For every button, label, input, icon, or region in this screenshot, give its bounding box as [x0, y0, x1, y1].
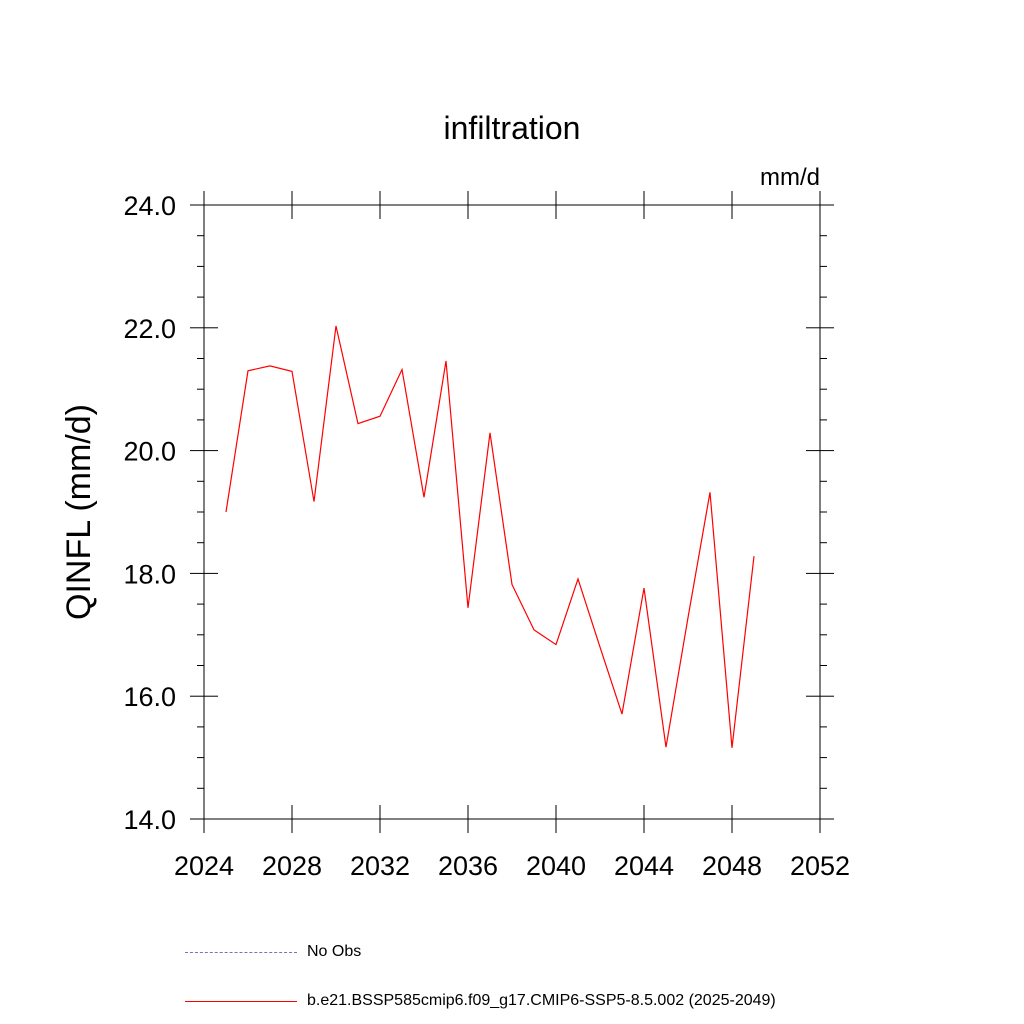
x-tick-label: 2032: [350, 851, 410, 881]
x-tick-label: 2028: [262, 851, 322, 881]
legend-entry-no-obs: No Obs: [185, 941, 885, 965]
x-tick-label: 2040: [526, 851, 586, 881]
x-tick-label: 2044: [614, 851, 674, 881]
legend-dashed-line-swatch: [185, 952, 297, 953]
y-tick-label: 18.0: [123, 559, 176, 589]
units-label: mm/d: [760, 164, 820, 191]
legend-label-model-run: b.e21.BSSP585cmip6.f09_g17.CMIP6-SSP5-8.…: [307, 992, 776, 1009]
axis-tick-labels: 2024 2028 2032 2036 2040 2044 2048 2052 14.0 16.0…: [123, 191, 850, 881]
legend-solid-line-swatch: [185, 1001, 297, 1002]
x-tick-label: 2024: [174, 851, 234, 881]
y-axis-label: QINFL (mm/d): [60, 404, 98, 620]
y-tick-label: 24.0: [123, 191, 176, 221]
x-tick-label: 2036: [438, 851, 498, 881]
plot-frame: [203, 204, 821, 820]
y-tick-label: 22.0: [123, 314, 176, 344]
x-tick-label: 2048: [702, 851, 762, 881]
legend-entry-model-run: b.e21.BSSP585cmip6.f09_g17.CMIP6-SSP5-8.…: [185, 990, 885, 1014]
x-tick-label: 2052: [790, 851, 850, 881]
y-tick-label: 20.0: [123, 437, 176, 467]
series-line: [225, 325, 755, 748]
legend-label-no-obs: No Obs: [307, 943, 362, 960]
y-tick-label: 16.0: [123, 682, 176, 712]
axis-ticks: [190, 191, 834, 833]
y-tick-label: 14.0: [123, 805, 176, 835]
series-layer: [225, 325, 755, 748]
chart-title: infiltration: [444, 110, 581, 146]
